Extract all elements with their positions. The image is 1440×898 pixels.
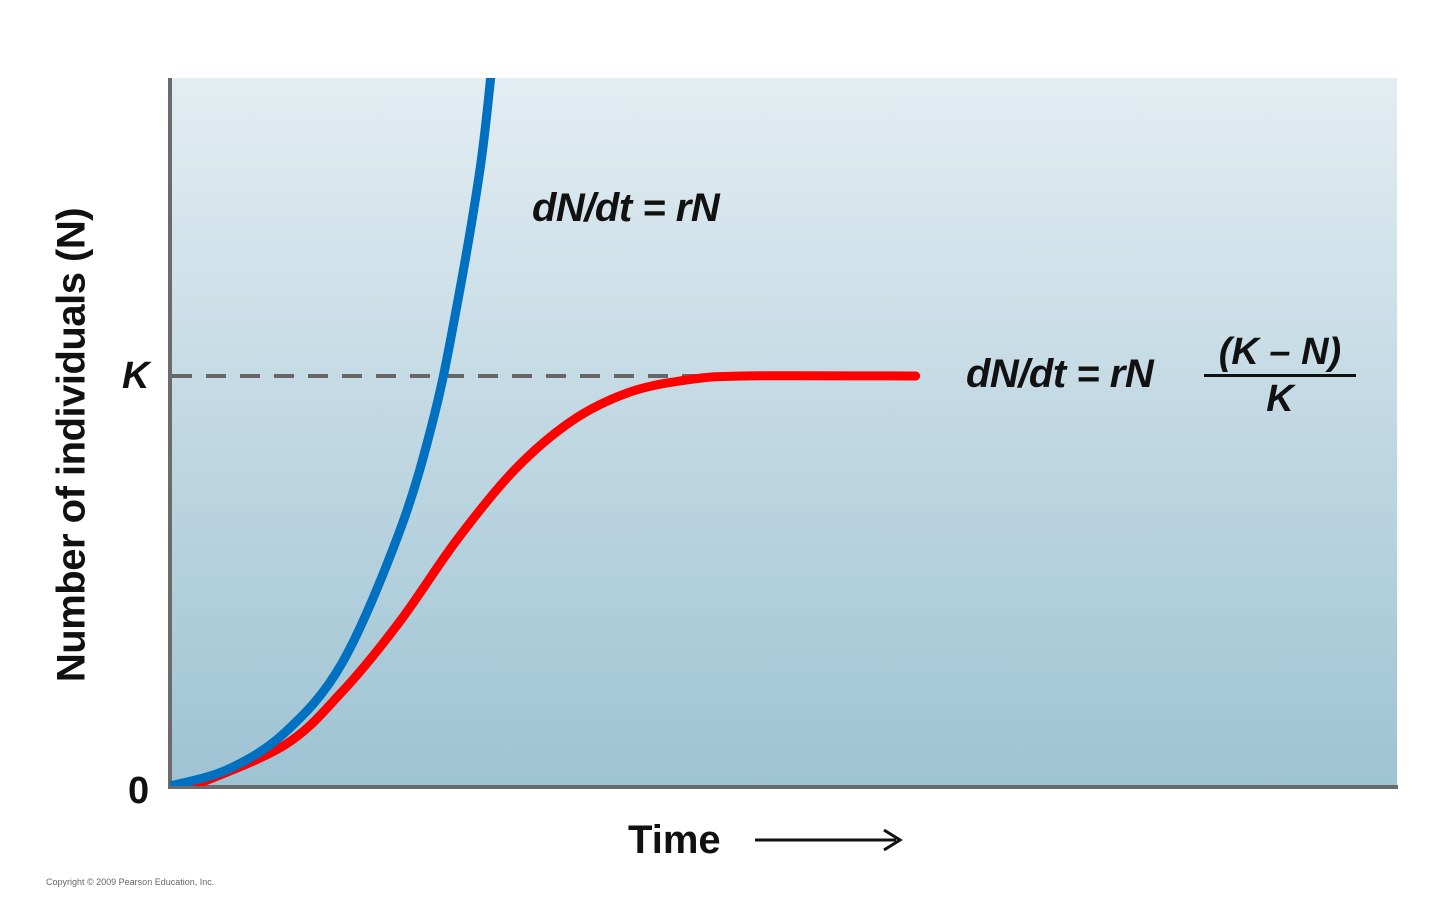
- logistic-fraction: (K – N) K: [1204, 330, 1356, 421]
- plot-area: [170, 78, 1397, 786]
- logistic-equation: dN/dt = rN: [966, 352, 1154, 396]
- x-axis-arrow: [755, 828, 903, 852]
- logistic-curve: [188, 371, 921, 786]
- fraction-numerator: (K – N): [1204, 330, 1356, 377]
- y-tick-k: K: [122, 355, 150, 397]
- y-axis-label: Number of individuals (N): [49, 207, 94, 683]
- y-tick-zero: 0: [128, 770, 150, 812]
- copyright-notice: Copyright © 2009 Pearson Education, Inc.: [46, 877, 215, 887]
- exponential-equation: dN/dt = rN: [532, 186, 720, 230]
- fraction-denominator: K: [1266, 378, 1294, 420]
- exponential-curve: [170, 78, 496, 786]
- x-axis-label: Time: [628, 818, 721, 862]
